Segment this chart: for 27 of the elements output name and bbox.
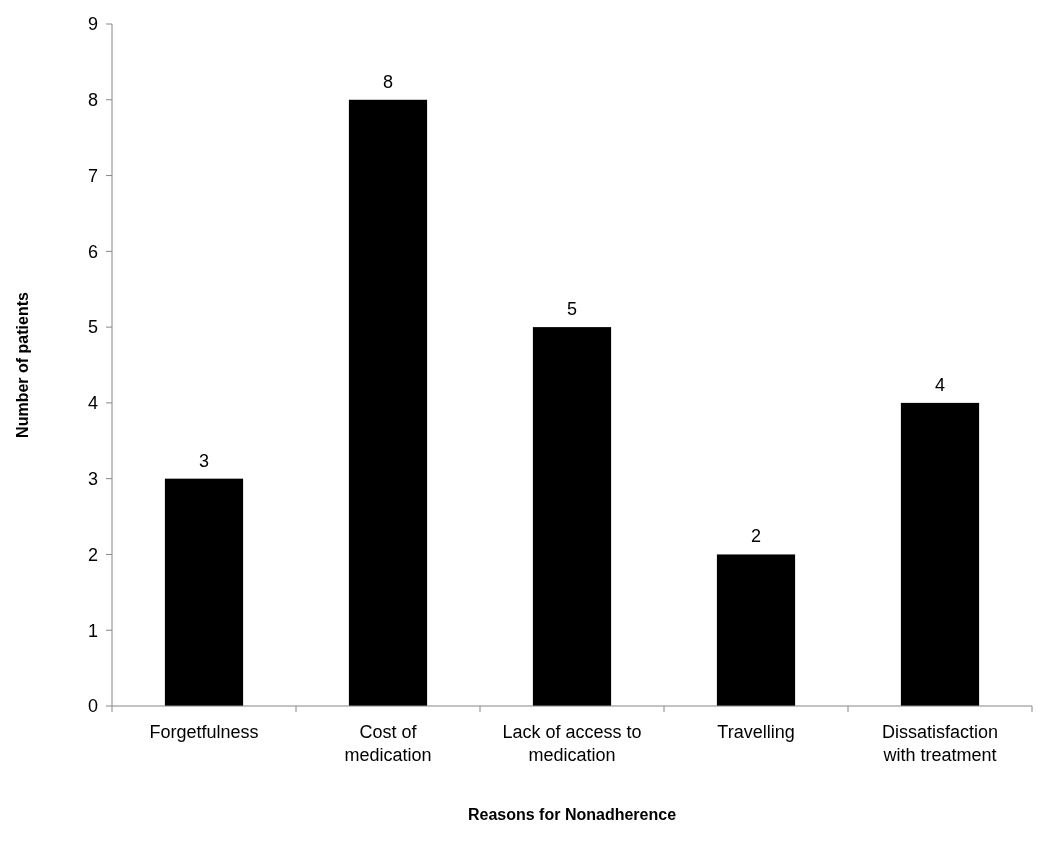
- y-tick-label: 6: [87, 241, 98, 262]
- y-tick-label: 9: [87, 14, 98, 35]
- y-tick-label: 2: [87, 544, 98, 565]
- y-tick-label: 3: [87, 468, 98, 489]
- y-tick-label: 0: [87, 696, 98, 717]
- data-label: 8: [382, 71, 394, 92]
- bar: [716, 554, 796, 706]
- bar: [900, 402, 980, 706]
- y-tick-label: 1: [87, 620, 98, 641]
- y-tick-label: 7: [87, 165, 98, 186]
- x-tick-label: Forgetfulness: [149, 722, 259, 742]
- data-label: 4: [934, 374, 946, 395]
- data-label: 3: [198, 450, 210, 471]
- x-tick-label: Cost of medication: [344, 722, 432, 765]
- data-label: 5: [566, 299, 578, 320]
- x-axis-title: Reasons for Nonadherence: [467, 806, 677, 823]
- y-tick-label: 8: [87, 90, 98, 111]
- bar: [348, 99, 428, 706]
- y-tick-label: 4: [87, 393, 98, 414]
- x-tick-label: Travelling: [717, 722, 795, 742]
- x-tick-label: Lack of access to medication: [502, 722, 642, 765]
- y-axis-title: Number of patients: [13, 292, 31, 438]
- bar: [532, 327, 612, 706]
- x-tick-label: Dissatisfaction with treatment: [881, 722, 999, 765]
- y-tick-label: 5: [87, 317, 98, 338]
- data-label: 2: [750, 526, 762, 547]
- bar: [164, 478, 244, 706]
